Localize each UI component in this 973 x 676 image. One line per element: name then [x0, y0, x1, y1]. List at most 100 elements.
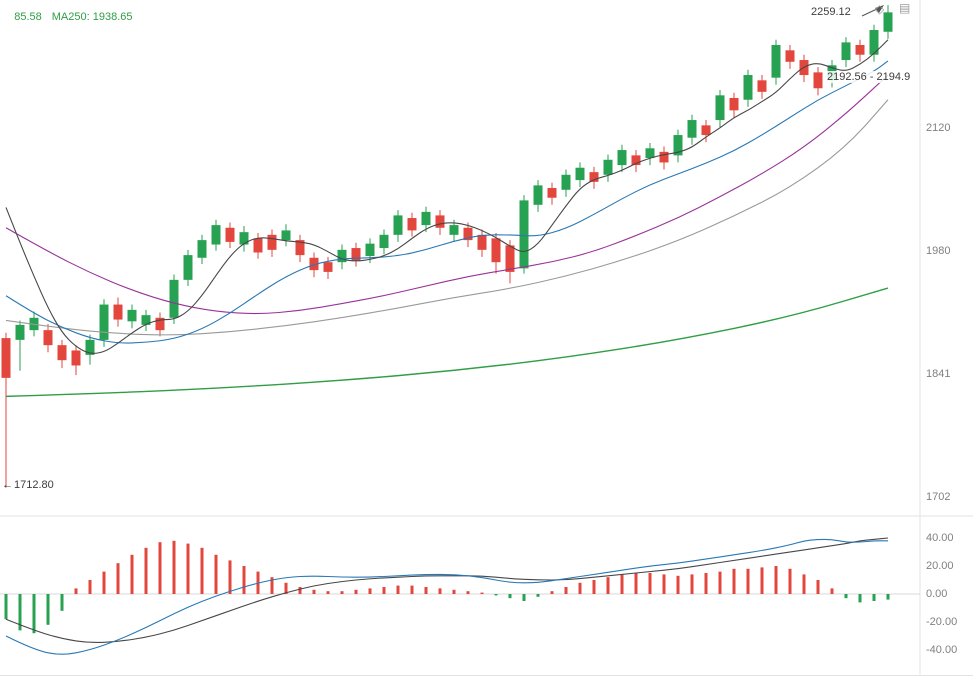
macd-bar: [704, 573, 708, 594]
ma-fast-line: [5, 39, 889, 354]
macd-bar: [158, 542, 162, 594]
candle-body: [309, 257, 319, 271]
macd-bar: [774, 566, 778, 594]
macd-bar: [872, 594, 876, 601]
macd-bar: [242, 566, 246, 594]
candle-body: [715, 95, 725, 121]
macd-bar: [214, 554, 218, 594]
macd-bar: [60, 594, 64, 611]
macd-bar: [382, 587, 386, 594]
macd-bar: [466, 591, 470, 594]
macd-bar: [494, 594, 498, 596]
macd-bar: [746, 568, 750, 594]
macd-bar: [18, 594, 22, 631]
macd-bar: [802, 574, 806, 594]
candle-body: [575, 167, 585, 181]
macd-bar: [424, 587, 428, 594]
candle-body: [85, 339, 95, 355]
candle-body: [15, 324, 25, 340]
candle-body: [673, 135, 683, 156]
candle-body: [617, 150, 627, 166]
high-arrow-head: [875, 5, 884, 13]
macd-bar: [452, 589, 456, 594]
macd-bar: [284, 582, 288, 594]
candle-body: [869, 30, 879, 55]
ma-mid-line: [5, 60, 889, 344]
candle-body: [337, 249, 347, 263]
candle-body: [421, 211, 431, 226]
arrow-left-icon: ←: [2, 479, 13, 491]
ma-legend: 85.58 MA250: 1938.65: [2, 0, 143, 35]
candle-body: [127, 309, 137, 322]
macd-bar: [396, 585, 400, 594]
ma-value-partial: 85.58: [14, 11, 42, 23]
macd-bar: [88, 580, 92, 594]
candle-body: [757, 80, 767, 92]
ma-long-line: [5, 99, 889, 336]
candle-body: [71, 350, 81, 366]
macd-bar: [690, 574, 694, 594]
macd-axis-label: 0.00: [926, 587, 948, 600]
candle-body: [547, 188, 557, 198]
macd-bar: [858, 594, 862, 603]
macd-bar: [564, 587, 568, 594]
favorite-diamond-icon[interactable]: ◇: [875, 2, 885, 16]
candle-body: [239, 232, 249, 245]
macd-bar: [228, 560, 232, 594]
macd-bar: [830, 588, 834, 594]
candle-body: [505, 245, 515, 272]
macd-bar: [74, 588, 78, 594]
candle-body: [267, 234, 277, 250]
candle-body: [365, 243, 375, 257]
macd-bar: [886, 594, 890, 600]
macd-axis-label: -20.00: [926, 615, 958, 628]
macd-axis-label: 20.00: [926, 559, 954, 572]
macd-bar: [410, 585, 414, 594]
high-price-text: 2259.12: [811, 6, 851, 18]
macd-histogram: [4, 540, 890, 634]
macd-bar: [718, 571, 722, 594]
macd-bar: [270, 577, 274, 594]
candle-body: [379, 234, 389, 249]
candle-body: [253, 238, 263, 253]
low-price-label: ←1712.80: [2, 479, 54, 491]
candle-body: [43, 330, 53, 346]
macd-bar: [606, 577, 610, 594]
candle-body: [533, 185, 543, 205]
macd-bar: [536, 594, 540, 597]
macd-bar: [116, 563, 120, 594]
candle-body: [603, 159, 613, 175]
candle-body: [169, 279, 179, 318]
macd-bar: [354, 589, 358, 594]
macd-axis-label: 40.00: [926, 531, 954, 544]
candle-body: [295, 240, 305, 256]
macd-bar: [732, 568, 736, 594]
candle-body: [729, 97, 739, 111]
macd-bar: [634, 573, 638, 594]
macd-bar: [368, 588, 372, 594]
macd-bar: [620, 574, 624, 594]
candle-body: [351, 248, 361, 261]
candle-body: [771, 45, 781, 78]
candle-body: [197, 240, 207, 258]
macd-bar: [592, 580, 596, 594]
macd-bar: [438, 588, 442, 594]
candle-body: [393, 215, 403, 235]
candle-body: [155, 317, 165, 331]
macd-bar: [312, 589, 316, 594]
candle-body: [211, 225, 221, 245]
candle-body: [1, 338, 11, 378]
candle-body: [323, 262, 333, 272]
macd-bar: [788, 568, 792, 594]
macd-bar: [46, 594, 50, 625]
candle-body: [407, 218, 417, 231]
macd-bar: [298, 587, 302, 594]
macd-bar: [662, 574, 666, 594]
dea-line: [5, 537, 889, 644]
macd-bar: [32, 594, 36, 634]
note-icon[interactable]: ▤: [899, 1, 911, 15]
macd-bar: [172, 540, 176, 594]
macd-bar: [130, 554, 134, 594]
